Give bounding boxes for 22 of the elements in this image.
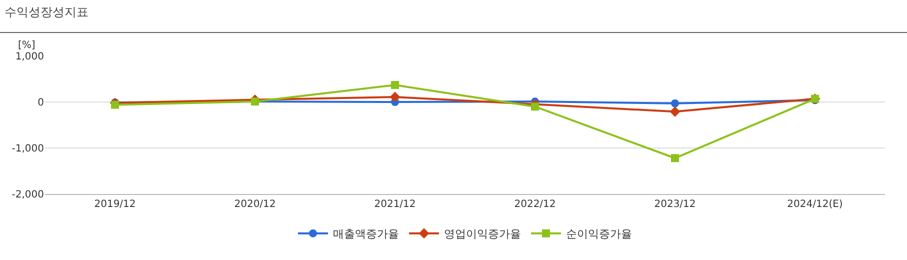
- x-tick-label: 2019/12: [94, 199, 136, 210]
- point: [671, 154, 679, 162]
- x-tick-label: 2022/12: [514, 199, 556, 210]
- y-tick-label: 0: [38, 98, 44, 108]
- legend-label: 영업이익증가율: [444, 228, 521, 241]
- point: [671, 99, 679, 108]
- x-tick-label: 2023/12: [654, 199, 696, 210]
- point: [390, 92, 400, 102]
- point: [670, 106, 680, 117]
- point: [111, 100, 119, 109]
- x-tick-label: 2021/12: [374, 199, 416, 210]
- point: [391, 80, 399, 89]
- x-tick-label: 2020/12: [234, 199, 276, 210]
- legend-label: 매출액증가율: [333, 228, 399, 241]
- y-tick-label: 1,000: [15, 52, 44, 62]
- y-tick-label: -1,000: [12, 144, 44, 154]
- x-tick-label: 2024/12(E): [787, 199, 843, 210]
- legend-label: 순이익증가율: [566, 228, 632, 241]
- point: [531, 102, 539, 111]
- y-tick-label: -2,000: [12, 190, 44, 200]
- y-axis-title: [%]: [18, 40, 36, 51]
- chart-title: 수익성장성지표: [4, 5, 89, 20]
